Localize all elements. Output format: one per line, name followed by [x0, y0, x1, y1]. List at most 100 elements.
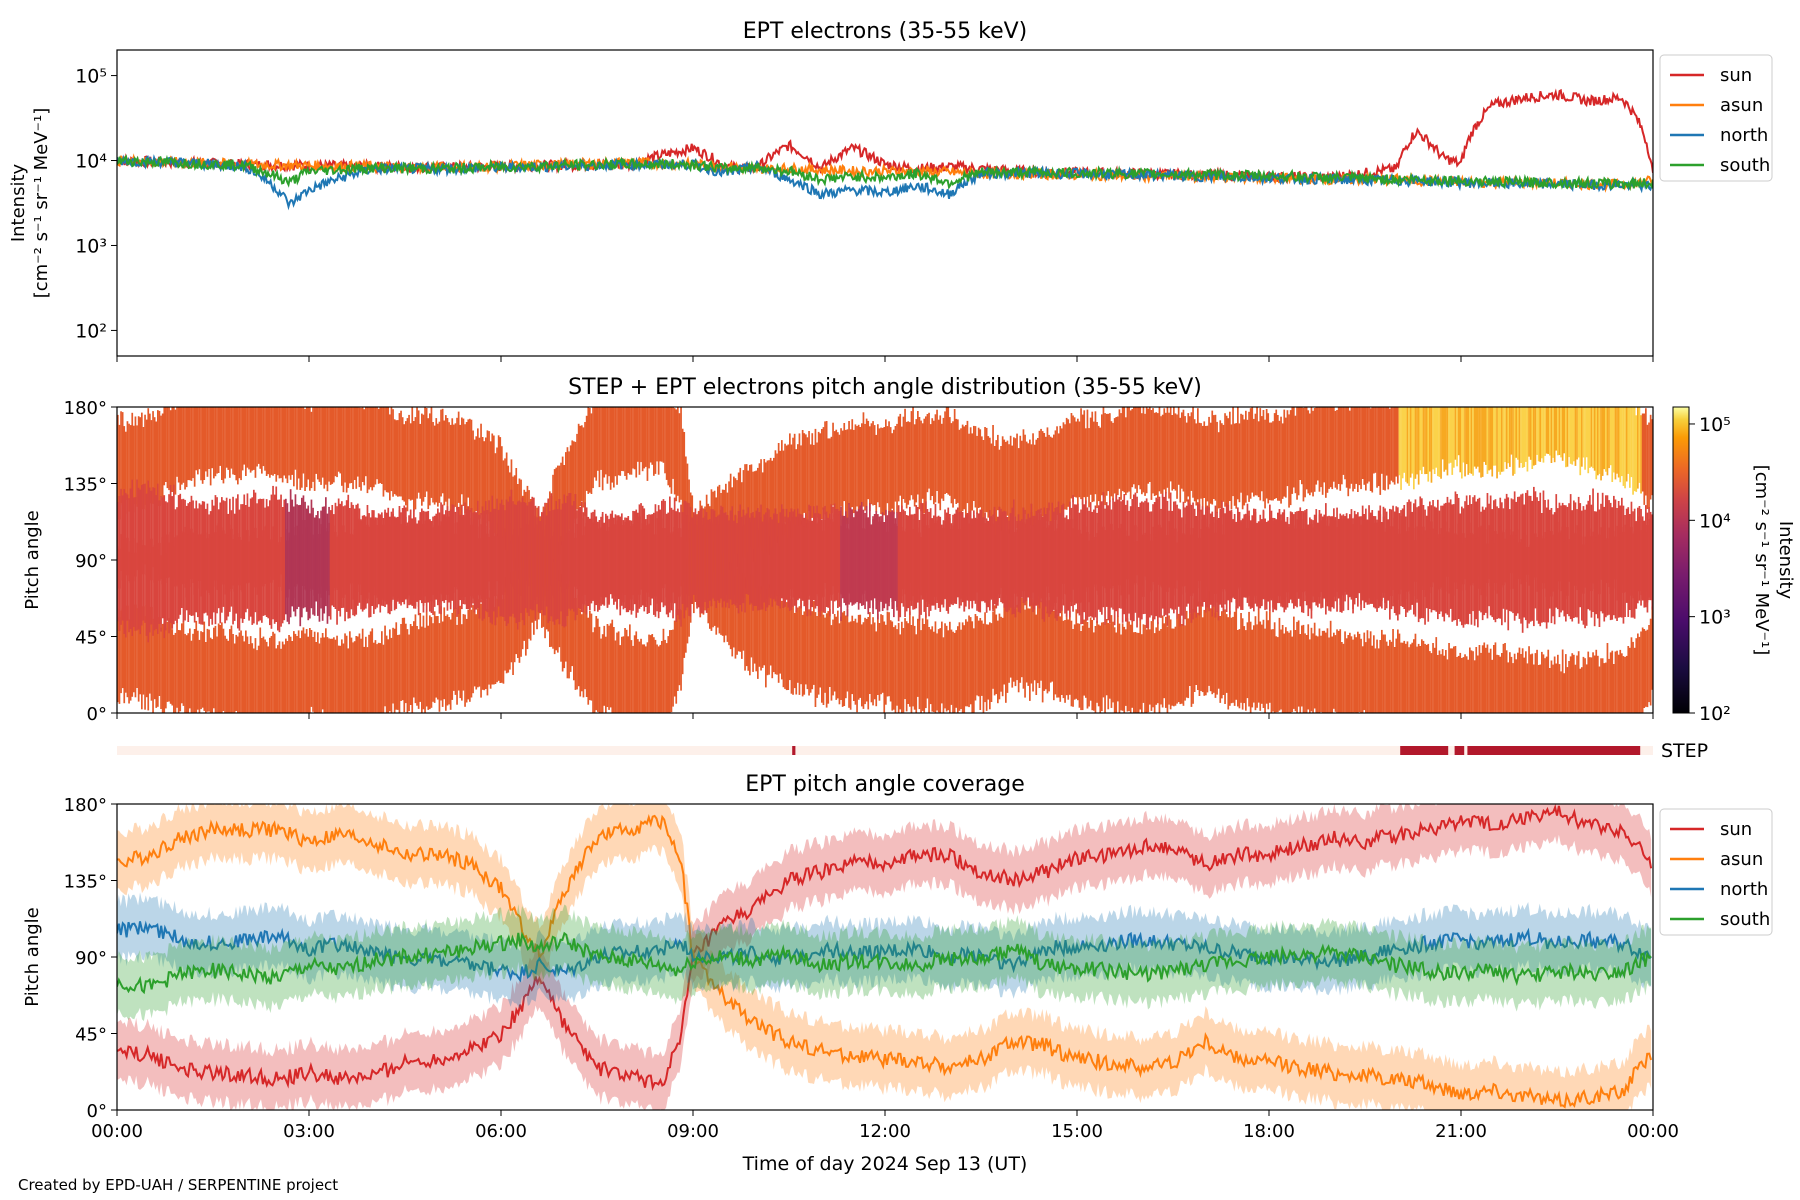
pad-cell-asun	[1075, 609, 1078, 699]
pad-cell-sun	[1277, 415, 1279, 501]
pad-cell-asun	[1246, 622, 1249, 699]
pad-cell-south	[233, 534, 236, 621]
pad-cell-south	[821, 521, 823, 612]
pad-cell-asun	[1267, 620, 1270, 710]
pad-cell-asun	[1446, 659, 1449, 713]
pad-cell-asun	[1046, 611, 1049, 694]
pad-cell-south	[1312, 520, 1314, 597]
pad-cell-south	[131, 553, 134, 636]
pad-cell-asun	[763, 586, 766, 666]
pad-cell-south	[1182, 533, 1185, 626]
pad-cell-sun	[1265, 409, 1268, 499]
colorbar-tick-label: 10³	[1699, 607, 1731, 629]
pad-cell-asun	[1632, 641, 1634, 713]
pad-cell-asun	[1491, 659, 1494, 713]
pad-cell-south	[979, 518, 982, 613]
pad-cell-asun	[368, 407, 370, 490]
pad-cell-north	[158, 500, 161, 581]
pad-cell-asun	[592, 407, 594, 489]
pad-cell-asun	[1105, 619, 1108, 696]
pad-cell-south	[299, 531, 302, 627]
pad-cell-asun	[829, 609, 831, 687]
pad-cell-south	[629, 520, 631, 611]
pad-cell-asun	[485, 437, 487, 524]
pad-cell-sun	[965, 425, 967, 518]
pad-cell-asun	[1248, 611, 1250, 707]
pad-cell-asun	[1350, 636, 1353, 713]
pad-cell-south	[224, 533, 226, 624]
pad-cell-south	[326, 531, 329, 624]
pad-cell-south	[1486, 543, 1489, 619]
pad-cell-sun	[1187, 413, 1190, 497]
pad-cell-asun	[165, 407, 167, 482]
pad-cell-south	[309, 532, 311, 619]
pad-cell-asun	[470, 419, 473, 512]
pad-cell-sun	[1021, 440, 1023, 534]
pad-cell-asun	[603, 407, 606, 478]
pad-cell-asun	[961, 622, 964, 713]
pad-cell-south	[222, 530, 225, 607]
pad-cell-north	[1526, 490, 1529, 575]
pad-cell-south	[174, 537, 177, 621]
pad-cell-north	[1569, 494, 1572, 583]
pad-cell-south	[816, 523, 818, 607]
pad-cell-south	[696, 525, 698, 609]
pad-cell-sun	[1019, 435, 1022, 529]
pad-cell-sun	[1459, 407, 1462, 473]
pad-cell-sun	[1374, 407, 1377, 473]
pad-cell-sun	[1281, 423, 1284, 499]
pad-cell-south	[726, 515, 729, 603]
pad-cell-south	[1611, 544, 1614, 620]
pad-cell-south	[584, 502, 586, 595]
pad-cell-south	[777, 526, 780, 606]
pad-cell-asun	[1389, 639, 1391, 713]
pad-cell-sun	[313, 631, 316, 713]
pad-cell-sun	[966, 420, 969, 504]
pad-cell-asun	[576, 433, 578, 510]
pad-cell-south	[1392, 526, 1394, 607]
pad-cell-sun	[465, 618, 468, 703]
pad-cell-asun	[238, 407, 241, 479]
pad-cell-sun	[1184, 416, 1186, 503]
pad-cell-south	[1555, 523, 1558, 608]
pad-cell-south	[637, 522, 639, 613]
pad-cell-sun	[939, 415, 942, 511]
pad-cell-asun	[251, 407, 254, 471]
pad-cell-asun	[849, 621, 852, 710]
pad-cell-sun	[1304, 407, 1306, 498]
pad-cell-sun	[1469, 407, 1471, 473]
pad-cell-asun	[328, 407, 330, 482]
pad-cell-sun	[1406, 407, 1409, 484]
pad-cell-south	[571, 505, 574, 587]
pad-cell-south	[288, 532, 290, 625]
pad-cell-south	[822, 530, 825, 613]
pad-cell-south	[448, 510, 450, 603]
pad-cell-south	[1361, 505, 1364, 601]
pad-cell-south	[993, 506, 996, 598]
pad-cell-sun	[1571, 407, 1574, 465]
pad-cell-sun	[638, 641, 641, 713]
pad-cell-asun	[1521, 648, 1524, 713]
pad-cell-asun	[421, 413, 423, 506]
pad-cell-asun	[1413, 639, 1415, 713]
pad-cell-sun	[1558, 407, 1561, 455]
pad-cell-asun	[677, 407, 679, 496]
coverage-y-ticks: 0°45°90°135°180°	[64, 795, 117, 1122]
pad-cell-sun	[275, 648, 278, 713]
pad-cell-sun	[1328, 407, 1330, 489]
intensity-ylabel: Intensity	[8, 163, 29, 242]
pad-cell-asun	[1457, 655, 1460, 713]
pad-cell-asun	[1134, 632, 1137, 713]
pad-cell-sun	[745, 464, 748, 558]
pad-cell-sun	[209, 637, 212, 713]
pad-cell-south	[725, 527, 727, 607]
pad-cell-south	[585, 507, 588, 601]
pad-cell-sun	[891, 433, 894, 509]
pad-cell-south	[894, 523, 897, 602]
pad-cell-south	[497, 509, 500, 598]
pad-cell-sun	[389, 629, 391, 712]
pad-cell-sun	[1201, 425, 1204, 517]
pad-cell-asun	[1019, 604, 1022, 683]
pad-cell-south	[1552, 535, 1554, 617]
pad-cell-asun	[1305, 635, 1308, 713]
